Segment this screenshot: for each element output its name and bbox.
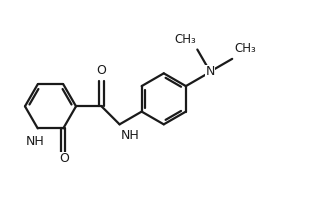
Text: NH: NH <box>121 129 140 142</box>
Text: CH₃: CH₃ <box>174 33 196 46</box>
Text: CH₃: CH₃ <box>234 42 256 55</box>
Text: N: N <box>205 65 215 78</box>
Text: NH: NH <box>26 135 45 148</box>
Text: O: O <box>60 152 69 165</box>
Text: O: O <box>97 64 107 77</box>
